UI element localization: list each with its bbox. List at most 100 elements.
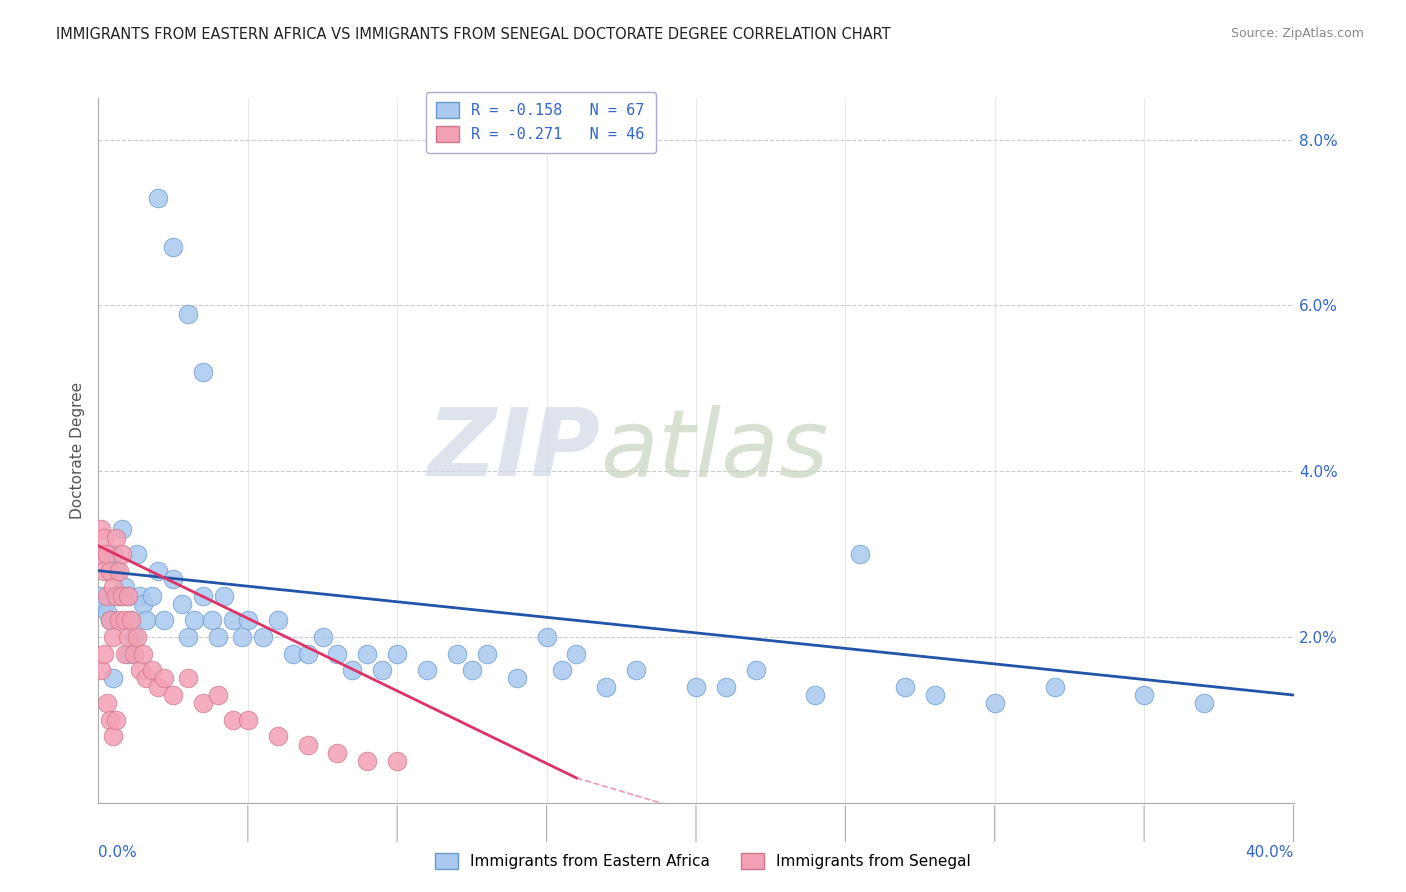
Point [96,696,118,710]
Point [114,647,136,661]
Point [804,688,827,702]
Point [127,547,149,561]
Point [849,547,872,561]
Point [1043,680,1066,694]
Point [93,564,115,578]
Point [685,680,707,694]
Point [201,614,224,628]
Point [536,630,558,644]
Point [385,755,409,769]
Point [117,630,139,644]
Point [1192,696,1215,710]
Point [506,672,529,686]
Point [212,589,235,603]
Point [894,680,917,694]
Point [191,365,214,379]
Point [297,647,319,661]
Point [326,746,349,760]
Point [231,630,253,644]
Point [924,688,946,702]
Point [108,614,131,628]
Point [90,589,112,603]
Point [148,564,170,578]
Point [103,730,125,744]
Point [90,663,112,677]
Point [105,589,128,603]
Point [132,597,155,611]
Point [98,614,122,628]
Point [98,564,122,578]
Point [127,630,149,644]
Point [371,663,394,677]
Point [135,614,157,628]
Point [114,614,136,628]
Point [267,614,290,628]
Text: Source: ZipAtlas.com: Source: ZipAtlas.com [1230,27,1364,40]
Point [385,647,409,661]
Point [236,614,259,628]
Point [252,630,274,644]
Text: 0.0%: 0.0% [98,845,138,860]
Point [111,522,134,536]
Point [984,696,1007,710]
Point [236,713,259,727]
Point [297,738,319,752]
Point [565,647,588,661]
Point [207,630,229,644]
Point [550,663,572,677]
Point [108,589,131,603]
Point [281,647,304,661]
Point [745,663,768,677]
Point [461,663,484,677]
Point [177,307,200,321]
Text: atlas: atlas [600,405,828,496]
Point [326,647,349,661]
Point [177,630,200,644]
Point [148,680,170,694]
Point [105,564,128,578]
Point [93,647,115,661]
Point [103,580,125,594]
Point [141,589,163,603]
Point [90,547,112,561]
Point [103,672,125,686]
Text: IMMIGRANTS FROM EASTERN AFRICA VS IMMIGRANTS FROM SENEGAL DOCTORATE DEGREE CORRE: IMMIGRANTS FROM EASTERN AFRICA VS IMMIGR… [56,27,891,42]
Point [311,630,333,644]
Point [98,614,122,628]
Point [141,663,163,677]
Point [117,589,139,603]
Point [183,614,205,628]
Legend: R = -0.158   N = 67, R = -0.271   N = 46: R = -0.158 N = 67, R = -0.271 N = 46 [426,92,655,153]
Point [103,630,125,644]
Point [129,663,152,677]
Point [117,589,139,603]
Point [135,672,157,686]
Point [177,672,200,686]
Point [416,663,439,677]
Point [626,663,648,677]
Point [162,572,184,586]
Point [595,680,617,694]
Point [124,630,146,644]
Point [162,240,184,254]
Point [124,647,146,661]
Point [222,614,245,628]
Point [132,647,155,661]
Point [129,589,152,603]
Point [108,564,131,578]
Point [191,589,214,603]
Point [207,688,229,702]
Point [475,647,498,661]
Point [111,589,134,603]
Point [342,663,364,677]
Point [111,547,134,561]
Point [714,680,737,694]
Point [103,547,125,561]
Point [191,696,214,710]
Legend: Immigrants from Eastern Africa, Immigrants from Senegal: Immigrants from Eastern Africa, Immigran… [429,847,977,875]
Point [120,614,142,628]
Point [96,547,118,561]
Text: 40.0%: 40.0% [1246,845,1294,860]
Point [117,647,139,661]
Point [222,713,245,727]
